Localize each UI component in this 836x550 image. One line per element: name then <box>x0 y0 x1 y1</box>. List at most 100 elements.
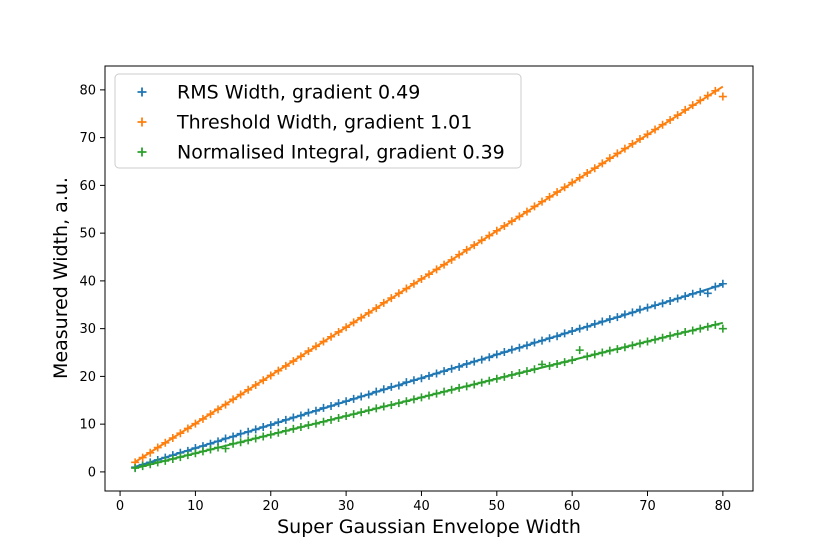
data-point <box>583 168 592 177</box>
data-point <box>153 443 162 452</box>
data-point <box>281 426 290 435</box>
data-point <box>161 456 170 465</box>
data-point <box>334 413 343 422</box>
legend-marker <box>137 87 147 97</box>
data-point <box>289 357 298 366</box>
data-point <box>620 144 629 153</box>
legend: RMS Width, gradient 0.49 Threshold Width,… <box>114 73 522 169</box>
data-point <box>244 427 253 436</box>
data-point <box>251 380 260 389</box>
data-point <box>289 413 298 422</box>
data-point <box>515 343 524 352</box>
data-point <box>711 282 720 291</box>
data-point <box>462 382 471 391</box>
legend-label: RMS Width, gradient 0.49 <box>177 82 420 104</box>
data-point <box>409 395 418 404</box>
data-point <box>560 358 569 367</box>
data-point <box>236 429 245 438</box>
data-point <box>673 329 682 338</box>
data-point <box>711 320 720 329</box>
data-point <box>334 327 343 336</box>
data-point <box>296 423 305 432</box>
data-point <box>718 324 727 333</box>
data-point <box>651 335 660 344</box>
data-point <box>545 334 554 343</box>
data-point <box>259 432 268 441</box>
data-point <box>575 346 584 355</box>
data-point <box>274 418 283 427</box>
data-point <box>575 173 584 182</box>
data-point <box>477 236 486 245</box>
data-point <box>425 371 433 380</box>
data-point <box>311 342 320 351</box>
data-point <box>387 401 396 410</box>
y-tick-label: 20 <box>79 370 96 385</box>
data-point <box>620 343 629 352</box>
data-point <box>666 296 675 305</box>
data-point <box>131 464 140 473</box>
data-point <box>440 367 449 376</box>
data-point <box>522 367 531 376</box>
y-axis-label: Measured Width, a.u. <box>50 177 72 379</box>
data-point <box>417 374 426 383</box>
data-point <box>530 202 539 211</box>
data-point <box>311 406 320 415</box>
data-point <box>718 279 727 288</box>
data-point <box>507 217 516 226</box>
data-point <box>613 149 622 158</box>
data-point <box>681 327 690 336</box>
data-point <box>447 255 456 264</box>
y-tick-label: 0 <box>88 465 96 480</box>
data-point <box>673 111 682 120</box>
data-point <box>613 313 622 322</box>
data-point <box>296 352 305 361</box>
data-point <box>394 289 403 298</box>
data-point <box>319 417 328 426</box>
data-point <box>688 326 697 335</box>
data-point <box>703 322 712 331</box>
data-point <box>560 329 569 338</box>
data-point <box>553 188 562 197</box>
data-point <box>349 318 358 327</box>
data-point <box>244 385 253 394</box>
data-point <box>198 414 207 423</box>
data-point <box>583 352 592 361</box>
data-point <box>176 453 185 462</box>
data-point <box>214 443 223 452</box>
data-point <box>605 315 614 324</box>
data-point <box>425 270 433 279</box>
data-point <box>372 387 381 396</box>
data-point <box>605 346 614 355</box>
data-point <box>161 438 170 447</box>
x-tick-label: 20 <box>262 499 279 514</box>
series-3 <box>131 320 727 473</box>
data-point <box>568 178 577 187</box>
data-point <box>221 434 230 443</box>
data-point <box>417 274 426 283</box>
data-point <box>229 395 238 404</box>
x-tick-label: 0 <box>116 499 124 514</box>
data-point <box>545 361 554 370</box>
data-point <box>402 284 411 293</box>
data-point <box>568 356 577 365</box>
y-axis: 0 10 20 30 40 50 60 70 80 <box>79 83 105 480</box>
data-point <box>146 448 155 457</box>
y-tick-label: 50 <box>79 227 96 242</box>
data-point <box>281 415 290 424</box>
data-point <box>500 221 509 230</box>
data-point <box>349 410 358 419</box>
data-point <box>462 359 471 368</box>
data-point <box>357 313 366 322</box>
data-point <box>485 353 494 362</box>
data-point <box>643 130 652 139</box>
data-point <box>492 226 501 235</box>
y-tick-label: 80 <box>79 83 96 98</box>
data-point <box>447 364 456 373</box>
data-point <box>191 449 200 458</box>
data-point <box>221 400 230 409</box>
data-point <box>168 433 177 442</box>
data-point <box>327 415 336 424</box>
data-point <box>206 445 215 454</box>
data-point <box>266 371 275 380</box>
data-point <box>447 385 456 394</box>
